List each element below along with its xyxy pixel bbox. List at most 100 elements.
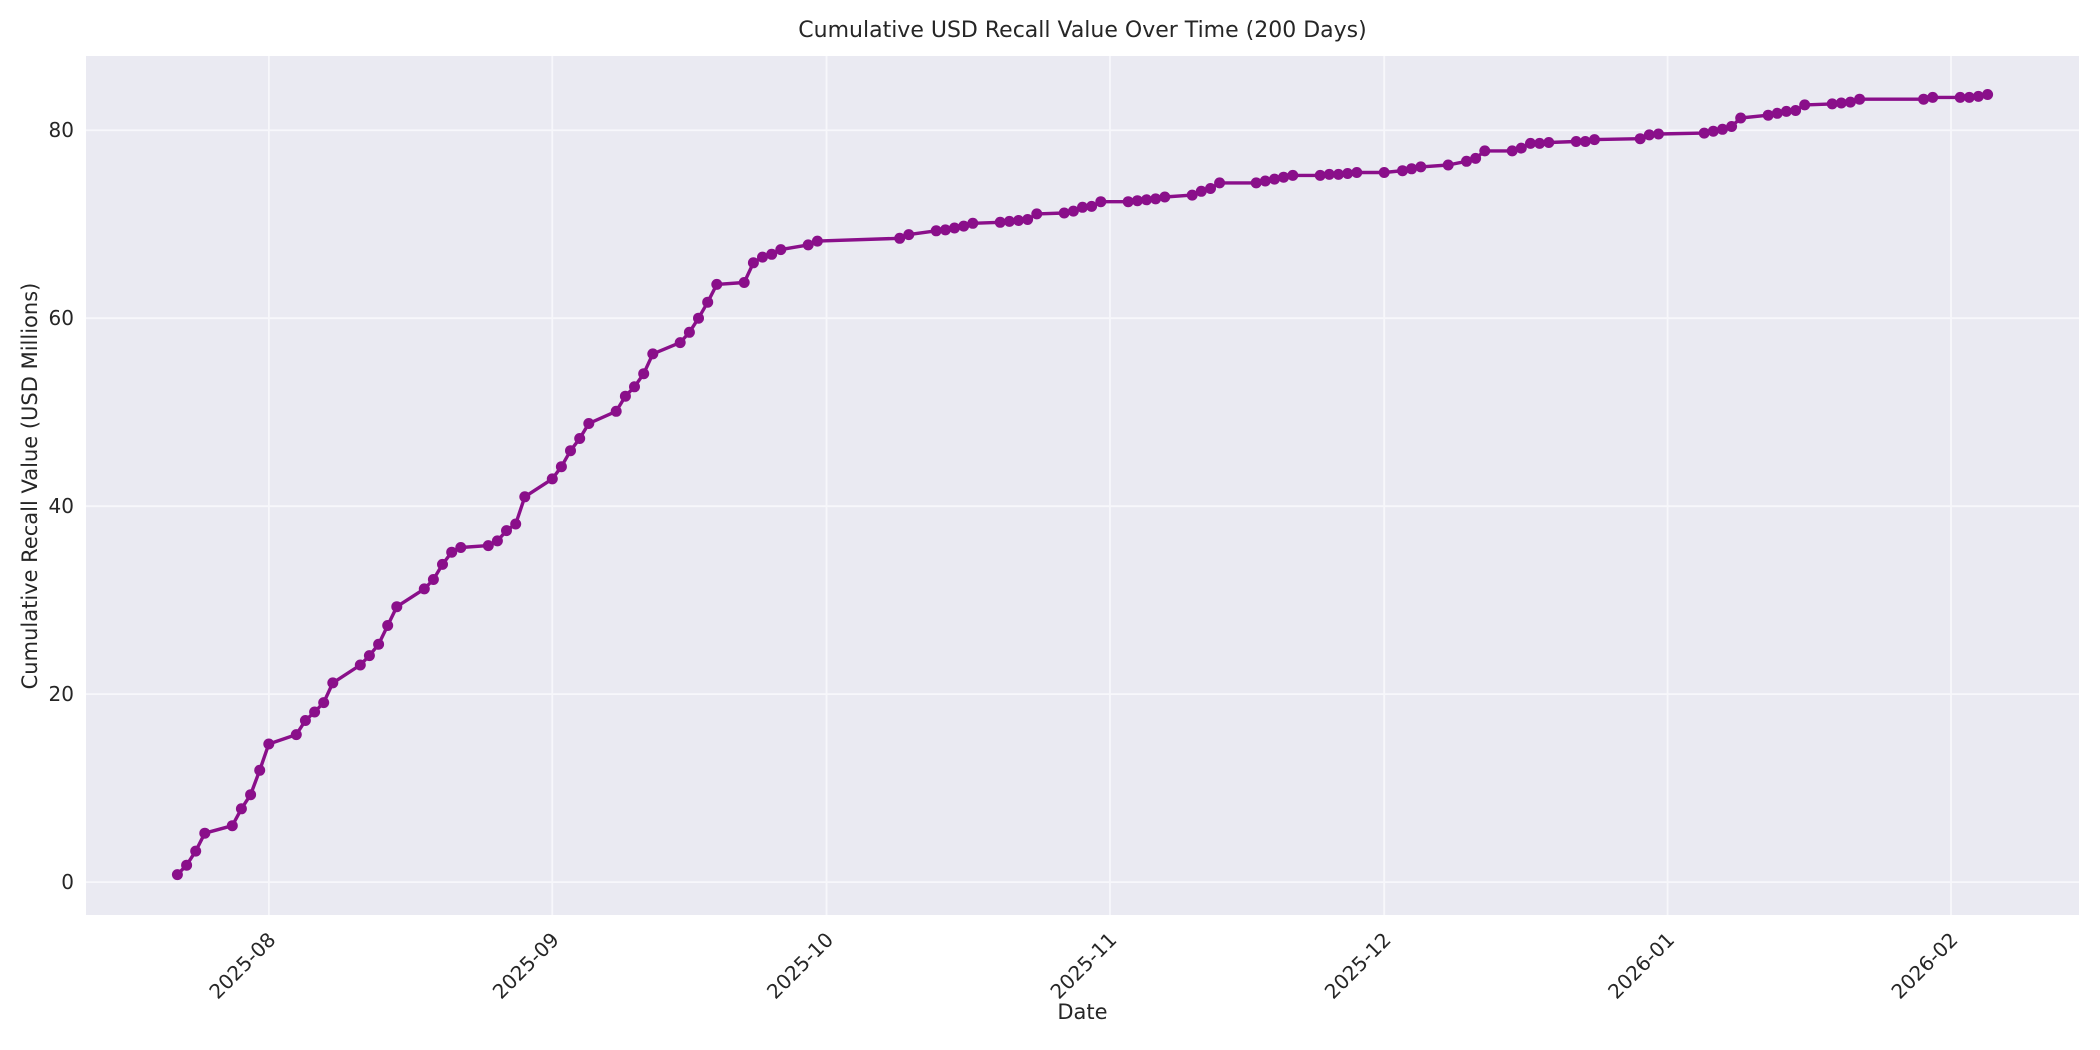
data-point-marker [299, 715, 311, 726]
data-point-marker [702, 296, 714, 308]
data-point-marker [1095, 196, 1107, 208]
data-point-marker [290, 729, 302, 741]
data-point-marker [555, 461, 567, 473]
data-point-marker [1717, 123, 1728, 135]
x-tick-label: 2025-08 [204, 928, 280, 1004]
data-point-marker [254, 764, 266, 776]
data-point-marker [1762, 109, 1774, 121]
y-tick-label: 80 [49, 118, 74, 142]
data-point-marker [711, 278, 723, 290]
data-point-marker [674, 337, 686, 349]
data-point-marker [1397, 165, 1408, 177]
data-point-marker [1653, 128, 1664, 140]
data-point-marker [391, 601, 403, 613]
data-point-marker [510, 518, 522, 530]
data-point-marker [1707, 125, 1719, 137]
data-point-marker [1643, 129, 1655, 141]
data-point-marker [619, 390, 631, 402]
data-point-marker [747, 257, 759, 269]
data-point-marker [190, 845, 202, 857]
data-point-marker [263, 738, 275, 750]
data-point-marker [1972, 90, 1984, 102]
data-point-marker [1186, 189, 1198, 201]
data-point-marker [446, 546, 458, 558]
x-tick-label: 2025-11 [1045, 928, 1121, 1004]
data-point-marker [1771, 107, 1783, 119]
data-point-marker [1543, 137, 1555, 148]
data-point-marker [245, 789, 257, 801]
data-point-marker [455, 542, 467, 553]
data-point-marker [1854, 93, 1866, 105]
data-point-marker [309, 706, 321, 718]
data-point-marker [994, 216, 1006, 228]
data-point-marker [1323, 168, 1335, 180]
data-point-marker [766, 248, 778, 260]
data-point-marker [1067, 205, 1079, 217]
data-point-marker [1415, 161, 1427, 173]
data-point-marker [1013, 215, 1024, 226]
x-axis-label: Date [1057, 1000, 1108, 1024]
data-point-marker [1515, 142, 1527, 154]
data-point-marker [199, 827, 211, 839]
data-point-marker [1534, 137, 1546, 149]
data-point-marker [1835, 97, 1847, 109]
data-point-marker [1205, 183, 1216, 194]
data-point-marker [683, 326, 695, 338]
x-tick-label: 2026-01 [1603, 928, 1679, 1004]
data-point-marker [1351, 167, 1363, 178]
data-point-marker [1278, 171, 1290, 183]
data-point-marker [1333, 168, 1344, 180]
data-point-marker [226, 820, 238, 832]
data-point-marker [1726, 121, 1738, 132]
data-point-marker [1844, 96, 1856, 108]
data-point-marker [1131, 195, 1143, 207]
data-point-marker [930, 225, 942, 237]
data-point-marker [1269, 173, 1280, 185]
data-point-marker [693, 312, 704, 324]
data-point-marker [802, 239, 814, 251]
data-point-marker [318, 697, 330, 709]
data-point-marker [1570, 136, 1582, 147]
data-point-marker [583, 418, 595, 429]
data-point-marker [418, 583, 430, 595]
data-point-marker [1058, 207, 1070, 219]
data-point-marker [1479, 145, 1491, 157]
data-point-marker [939, 224, 951, 236]
data-point-marker [1589, 134, 1600, 146]
data-point-marker [501, 525, 512, 537]
data-point-marker [181, 859, 193, 871]
x-tick-label: 2026-02 [1886, 928, 1962, 1004]
data-point-marker [1259, 175, 1271, 187]
data-point-marker [1150, 193, 1162, 205]
data-point-marker [1799, 99, 1811, 111]
y-tick-label: 20 [49, 682, 74, 706]
data-point-marker [1086, 200, 1098, 212]
plot-area [86, 56, 2079, 915]
data-point-marker [1159, 191, 1171, 203]
data-point-marker [1579, 136, 1591, 147]
y-tick-label: 0 [61, 870, 74, 894]
chart-title: Cumulative USD Recall Value Over Time (2… [798, 18, 1367, 43]
data-point-marker [546, 473, 558, 485]
data-point-marker [958, 220, 970, 232]
data-point-marker [1077, 201, 1088, 213]
data-point-marker [1634, 133, 1646, 145]
data-point-marker [1982, 89, 1994, 100]
data-point-marker [1698, 127, 1710, 139]
data-point-marker [638, 368, 650, 380]
data-point-marker [1790, 105, 1802, 116]
data-point-marker [1927, 91, 1939, 103]
data-point-marker [1003, 215, 1015, 227]
data-point-marker [437, 558, 448, 570]
data-point-marker [354, 659, 366, 671]
data-point-marker [491, 535, 503, 547]
data-point-marker [235, 803, 247, 815]
data-point-marker [382, 620, 394, 631]
data-point-marker [171, 869, 183, 881]
data-point-marker [1287, 169, 1299, 181]
data-point-marker [519, 491, 531, 503]
data-point-marker [1022, 214, 1034, 225]
data-point-marker [903, 229, 915, 241]
data-point-marker [373, 638, 385, 650]
